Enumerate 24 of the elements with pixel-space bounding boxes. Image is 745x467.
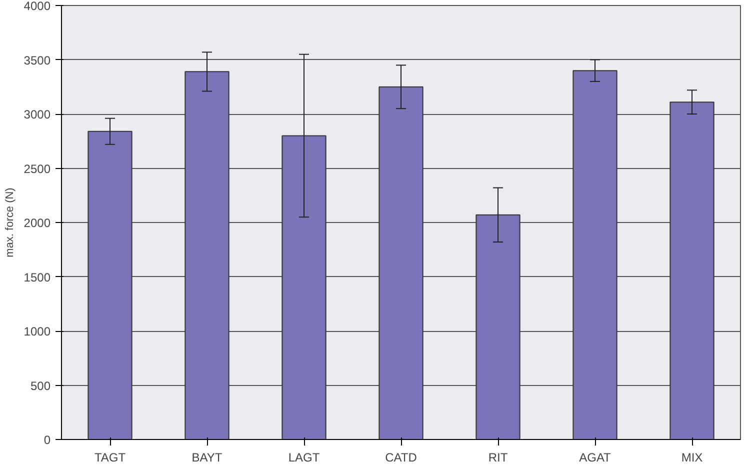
y-axis-title: max. force (N)	[4, 188, 16, 258]
bar	[572, 70, 618, 440]
bar	[670, 102, 714, 440]
y-tick-label: 3500	[24, 53, 51, 68]
y-tick-label: 500	[30, 378, 51, 393]
bar	[476, 214, 520, 440]
y-tick-label: 0	[44, 433, 51, 447]
bar	[378, 86, 424, 440]
bar	[88, 130, 132, 440]
bar	[184, 71, 230, 440]
x-tick-label: AGAT	[579, 450, 612, 464]
y-tick-label: 1000	[24, 324, 51, 338]
x-tick-label: TAGT	[94, 450, 126, 464]
x-tick-label: CATD	[385, 450, 418, 464]
y-tick-label: 3000	[24, 108, 51, 122]
x-tick-label: BAYT	[192, 450, 223, 464]
bar	[282, 135, 326, 440]
x-tick-label: RIT	[488, 450, 508, 464]
y-tick-label: 2000	[24, 216, 51, 230]
y-tick-label: 4000	[24, 0, 51, 13]
x-tick-label: LAGT	[288, 450, 320, 464]
y-tick-label: 2500	[24, 162, 51, 176]
x-tick-label: MIX	[681, 450, 703, 464]
y-tick-label: 1500	[24, 270, 51, 284]
